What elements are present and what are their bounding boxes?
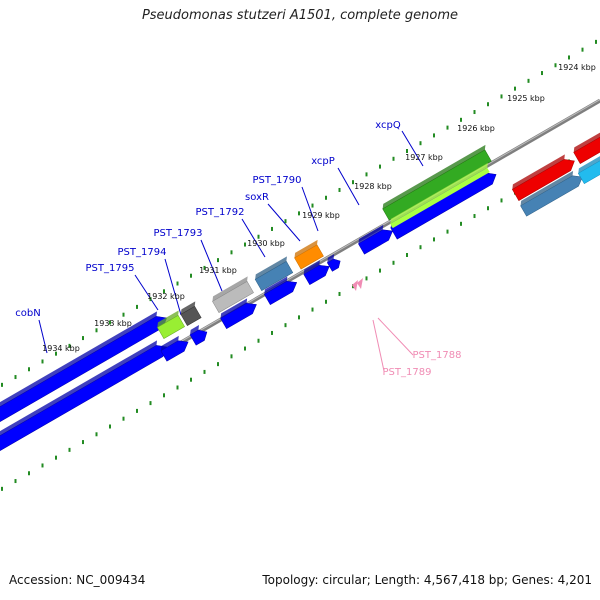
gene-label-xcpp[interactable]: xcpP [311,156,335,167]
gene-features [0,127,600,453]
gene-xcpQ-light-top [390,162,488,224]
gene-label-cobn[interactable]: cobN [15,308,40,319]
leader-pst-1795 [134,274,159,311]
gene-pst1793[interactable] [210,276,256,313]
leader-xcpp [337,167,360,206]
gene-pst1793-top [212,276,248,302]
gene-label-pst-1789[interactable]: PST_1789 [383,367,432,378]
gene-pst1793b[interactable] [219,296,260,330]
gene-pst1795b-body [180,306,202,326]
genome-summary-label: Topology: circular; Length: 4,567,418 bp… [262,573,592,587]
gene-pst1790-top [327,254,335,263]
gene-red-left[interactable] [510,152,577,201]
ruler-label-1933: 1933 kbp [94,319,132,328]
gene-red-left-top [512,154,565,190]
gene-pst1795[interactable] [155,310,187,339]
leader-pst-1790 [301,186,319,232]
gene-pst1792b-body [263,281,298,306]
gene-xcpP-top [358,224,384,244]
leader-pst-1794 [164,258,182,316]
leader-lines [38,130,424,372]
gene-label-pst-1788[interactable]: PST_1788 [413,350,462,361]
gene-label-pst-1792[interactable]: PST_1792 [196,207,245,218]
leader-soxr [267,203,301,242]
leader-pst-1793 [200,239,223,292]
gene-cyan[interactable] [576,153,600,185]
trna-mark-1[interactable] [352,280,358,291]
gene-xcpQ-green-body [382,149,492,221]
ruler-label-1931: 1931 kbp [199,266,237,275]
gene-pst1793-body [212,281,254,313]
gene-pst1794[interactable] [159,333,191,362]
ruler-label-1927: 1927 kbp [405,153,443,162]
gene-soxR-b-top [303,260,320,275]
gene-label-soxr[interactable]: soxR [245,192,269,203]
gene-xcpQ-green[interactable] [381,144,494,221]
gene-pst1795-top [157,310,179,328]
gene-cobN-lower-top [0,340,158,442]
leader-pst-1788 [377,317,414,356]
gene-pst1792-top [255,256,287,280]
ruler-label-1928: 1928 kbp [354,182,392,191]
gene-pst1792-body [254,261,294,291]
gene-pst1790[interactable] [325,253,342,272]
gene-label-xcpq[interactable]: xcpQ [375,120,401,131]
leader-pst-1792 [241,218,266,258]
gene-label-pst-1793[interactable]: PST_1793 [154,228,203,239]
ruler-label-1926: 1926 kbp [457,124,495,133]
gene-pst1794-top [160,335,179,351]
gene-pst1792b-top [264,276,288,295]
gene-xcpQ-light-body [390,167,490,229]
trna-mark-2[interactable] [357,278,363,289]
gene-soxR[interactable] [292,239,326,270]
leader-xcpq [401,130,424,167]
ruler-label-1934: 1934 kbp [42,344,80,353]
gene-pst1794b[interactable] [188,323,210,346]
ruler-ticks [1,39,597,491]
gene-label-pst-1794[interactable]: PST_1794 [118,247,167,258]
map-title: Pseudomonas stutzeri A1501, complete gen… [141,8,459,23]
gene-pst1794-body [160,340,189,362]
gene-pst1794b-top [190,325,199,335]
gene-pst1792[interactable] [253,256,295,291]
ruler-label-1925: 1925 kbp [507,94,545,103]
gene-pst1795b[interactable] [179,301,204,326]
ruler-label-1924: 1924 kbp [558,63,596,72]
leader-cobn [38,319,48,354]
gene-red-right-top [573,129,600,153]
gene-cyan-body [577,160,600,185]
gene-soxR-b[interactable] [302,258,333,286]
gene-pst1792b[interactable] [262,274,299,306]
ruler-label-1930: 1930 kbp [247,239,285,248]
map-labels: 1924 kbp 1925 kbp 1926 kbp 1927 kbp 1928 kbp… [15,63,596,378]
leader-pst-1789 [372,319,385,372]
gene-steel[interactable] [519,168,586,217]
gene-pst1793b-top [220,298,248,319]
gene-label-pst-1790[interactable]: PST_1790 [253,175,302,186]
ruler-label-1932: 1932 kbp [147,292,185,301]
gene-label-pst-1795[interactable]: PST_1795 [86,263,135,274]
gene-xcpQ-green-top [382,144,486,209]
gene-steel-top [520,170,574,206]
gene-pst1795-body [157,315,185,339]
gene-cobN-upper-body [0,316,167,424]
ruler-label-1929: 1929 kbp [302,211,340,220]
gene-cobN-upper-top [0,311,158,413]
accession-label: Accession: NC_009434 [9,573,146,587]
gene-xcpP[interactable] [356,222,395,255]
gene-cyan-top [578,155,600,174]
gene-xcpQ-light[interactable] [388,162,492,229]
gene-soxR-top [294,239,318,258]
gene-red-right[interactable] [572,127,600,164]
gene-pst1795b-top [180,301,196,315]
